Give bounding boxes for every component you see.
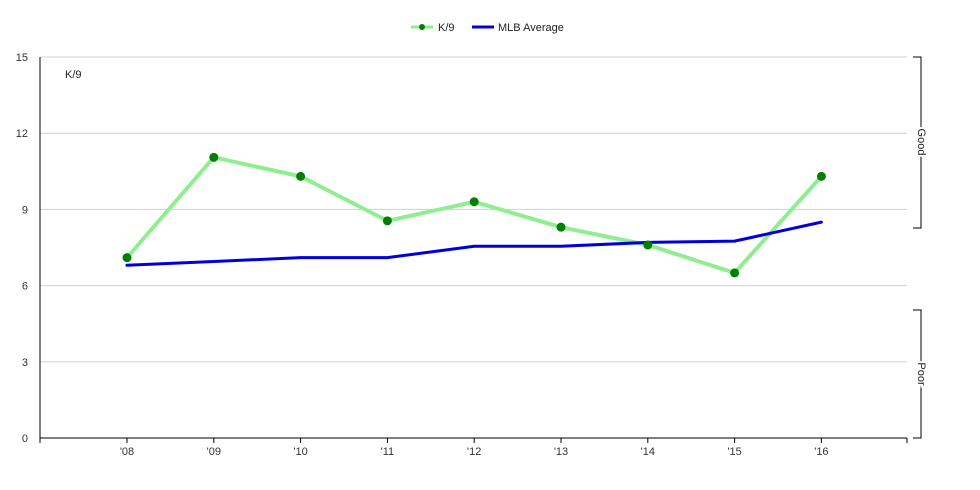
series-line-mlb-average (125, 220, 823, 267)
x-tick-label: '14 (641, 446, 655, 458)
series-line-k9 (125, 155, 824, 275)
k9-data-point[interactable] (382, 216, 392, 226)
axes (39, 57, 907, 439)
k9-data-point[interactable] (556, 222, 566, 232)
k9-data-point[interactable] (296, 171, 306, 181)
poor-bracket-line (913, 309, 922, 439)
k9-data-point[interactable] (643, 240, 653, 250)
k9-data-point[interactable] (469, 197, 479, 207)
x-tick-labels: '08 '09 '10 '11 '12 '13 '14 '15 '16 (39, 438, 908, 458)
x-tick-label: '16 (814, 446, 828, 458)
x-tick-label: '10 (293, 446, 307, 458)
k9-data-point[interactable] (816, 171, 826, 181)
x-tick-label: '09 (207, 446, 221, 458)
poor-bracket: Poor (913, 309, 929, 439)
series-layer (122, 152, 826, 278)
legend: K/9 MLB Average (411, 22, 564, 34)
poor-label: Poor (915, 362, 927, 386)
good-bracket: Good (913, 56, 929, 229)
y-tick-label: 6 (22, 281, 28, 293)
k9-data-point[interactable] (209, 152, 219, 162)
x-tick-label: '08 (120, 446, 134, 458)
y-tick-label: 0 (22, 433, 28, 445)
y-tick-label: 3 (22, 357, 28, 369)
y-tick-label: 9 (22, 204, 28, 216)
good-label: Good (915, 129, 927, 156)
x-tick-label: '15 (727, 446, 741, 458)
legend-k9-marker (419, 24, 425, 30)
legend-k9-label: K/9 (438, 22, 455, 34)
k9-data-point[interactable] (122, 253, 132, 263)
gridlines (40, 56, 907, 363)
y-tick-labels: 0 3 6 9 12 15 (16, 52, 28, 445)
y-axis-label: K/9 (65, 69, 82, 81)
legend-item-mlb-average[interactable]: MLB Average (472, 22, 564, 34)
y-tick-label: 15 (16, 52, 28, 64)
k9-data-point[interactable] (730, 268, 740, 278)
y-tick-label: 12 (16, 128, 28, 140)
x-tick-label: '11 (381, 446, 395, 458)
x-tick-label: '12 (467, 446, 481, 458)
good-bracket-line (913, 56, 922, 229)
x-tick-label: '13 (554, 446, 568, 458)
legend-item-k9[interactable]: K/9 (411, 22, 455, 34)
legend-mlb-label: MLB Average (498, 22, 564, 34)
